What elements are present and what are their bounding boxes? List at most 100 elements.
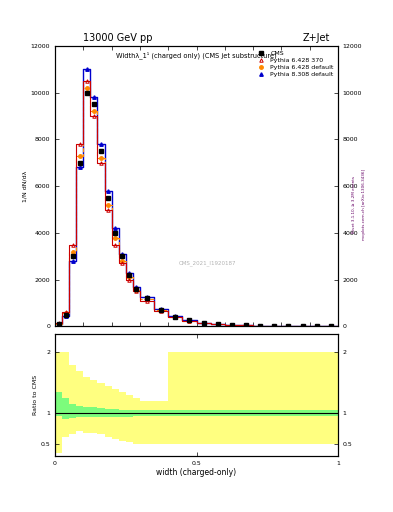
CMS xyxy=(70,253,75,259)
Line: CMS: CMS xyxy=(57,91,332,328)
Line: Pythia 8.308 default: Pythia 8.308 default xyxy=(57,68,332,328)
CMS xyxy=(127,272,132,278)
Pythia 6.428 default xyxy=(134,287,139,293)
Pythia 6.428 370 xyxy=(77,141,82,147)
Pythia 6.428 370 xyxy=(272,323,277,329)
Pythia 6.428 default xyxy=(258,323,263,329)
Pythia 6.428 default xyxy=(113,234,118,241)
Pythia 8.308 default xyxy=(215,321,220,327)
Pythia 6.428 370 xyxy=(92,113,96,119)
Pythia 6.428 370 xyxy=(84,78,89,84)
Pythia 8.308 default xyxy=(187,317,192,323)
Pythia 8.308 default xyxy=(272,323,277,329)
Pythia 8.308 default xyxy=(230,322,234,328)
CMS xyxy=(84,90,89,96)
Pythia 8.308 default xyxy=(258,323,263,329)
Pythia 8.308 default xyxy=(70,258,75,264)
Pythia 6.428 370 xyxy=(286,323,291,329)
CMS xyxy=(201,319,206,326)
Pythia 6.428 default xyxy=(329,323,333,329)
Pythia 6.428 370 xyxy=(145,297,149,304)
Pythia 8.308 default xyxy=(127,269,132,275)
Pythia 8.308 default xyxy=(159,306,163,312)
CMS xyxy=(120,253,125,259)
Pythia 6.428 default xyxy=(173,314,178,320)
Pythia 6.428 default xyxy=(127,274,132,280)
Pythia 6.428 default xyxy=(120,258,125,264)
Pythia 8.308 default xyxy=(314,323,319,329)
Pythia 8.308 default xyxy=(99,141,103,147)
CMS xyxy=(92,101,96,108)
Pythia 8.308 default xyxy=(244,322,248,328)
Pythia 8.308 default xyxy=(92,94,96,100)
Pythia 6.428 default xyxy=(286,323,291,329)
CMS xyxy=(99,148,103,154)
Text: CMS_2021_I1920187: CMS_2021_I1920187 xyxy=(179,261,237,266)
CMS xyxy=(286,323,291,329)
Pythia 6.428 default xyxy=(244,322,248,328)
Pythia 6.428 370 xyxy=(159,308,163,314)
Text: Widthλ_1¹ (charged only) (CMS jet substructure): Widthλ_1¹ (charged only) (CMS jet substr… xyxy=(116,52,277,59)
Pythia 6.428 370 xyxy=(314,323,319,329)
Pythia 8.308 default xyxy=(120,251,125,257)
Pythia 8.308 default xyxy=(201,319,206,326)
Legend: CMS, Pythia 6.428 370, Pythia 6.428 default, Pythia 8.308 default: CMS, Pythia 6.428 370, Pythia 6.428 defa… xyxy=(254,49,335,79)
Text: mcplots.cern.ch [arXiv:1306.3436]: mcplots.cern.ch [arXiv:1306.3436] xyxy=(362,169,365,240)
X-axis label: width (charged-only): width (charged-only) xyxy=(156,468,237,477)
CMS xyxy=(272,323,277,329)
CMS xyxy=(230,322,234,328)
Pythia 8.308 default xyxy=(329,323,333,329)
Y-axis label: 1/N dN/dλ: 1/N dN/dλ xyxy=(23,170,28,202)
Line: Pythia 6.428 370: Pythia 6.428 370 xyxy=(57,79,332,328)
Pythia 6.428 default xyxy=(201,320,206,326)
Pythia 6.428 370 xyxy=(230,322,234,328)
Pythia 6.428 default xyxy=(300,323,305,329)
CMS xyxy=(63,311,68,317)
Y-axis label: Ratio to CMS: Ratio to CMS xyxy=(33,375,38,415)
Pythia 8.308 default xyxy=(56,322,61,328)
Pythia 8.308 default xyxy=(84,67,89,73)
Pythia 6.428 default xyxy=(106,202,110,208)
Pythia 6.428 370 xyxy=(99,160,103,166)
Pythia 8.308 default xyxy=(113,225,118,231)
Pythia 6.428 default xyxy=(272,323,277,329)
Pythia 6.428 370 xyxy=(113,242,118,248)
Pythia 6.428 370 xyxy=(244,322,248,328)
Pythia 8.308 default xyxy=(106,188,110,194)
Pythia 6.428 370 xyxy=(127,276,132,283)
Pythia 6.428 370 xyxy=(201,320,206,326)
Pythia 6.428 default xyxy=(63,310,68,316)
CMS xyxy=(173,314,178,320)
Pythia 6.428 370 xyxy=(120,260,125,266)
Text: Rivet 3.1.10, ≥ 3.2M events: Rivet 3.1.10, ≥ 3.2M events xyxy=(352,176,356,233)
CMS xyxy=(77,160,82,166)
Pythia 6.428 default xyxy=(92,109,96,115)
Pythia 8.308 default xyxy=(300,323,305,329)
Pythia 8.308 default xyxy=(173,313,178,319)
Pythia 8.308 default xyxy=(286,323,291,329)
CMS xyxy=(187,317,192,324)
Pythia 6.428 370 xyxy=(106,206,110,212)
Pythia 8.308 default xyxy=(63,313,68,319)
CMS xyxy=(113,230,118,236)
CMS xyxy=(329,323,333,329)
Pythia 6.428 default xyxy=(99,155,103,161)
Pythia 6.428 370 xyxy=(258,323,263,329)
CMS xyxy=(56,321,61,327)
Pythia 6.428 370 xyxy=(63,309,68,315)
Pythia 6.428 default xyxy=(159,307,163,313)
Pythia 6.428 370 xyxy=(215,321,220,327)
CMS xyxy=(145,295,149,301)
Pythia 6.428 370 xyxy=(329,323,333,329)
Pythia 6.428 370 xyxy=(300,323,305,329)
Pythia 8.308 default xyxy=(77,164,82,170)
Pythia 6.428 default xyxy=(77,153,82,159)
Pythia 6.428 default xyxy=(145,296,149,303)
CMS xyxy=(159,307,163,313)
Pythia 6.428 370 xyxy=(134,288,139,294)
CMS xyxy=(314,323,319,329)
Text: 13000 GeV pp: 13000 GeV pp xyxy=(83,33,152,44)
Pythia 6.428 370 xyxy=(187,318,192,324)
Text: Z+Jet: Z+Jet xyxy=(303,33,330,44)
CMS xyxy=(258,323,263,329)
